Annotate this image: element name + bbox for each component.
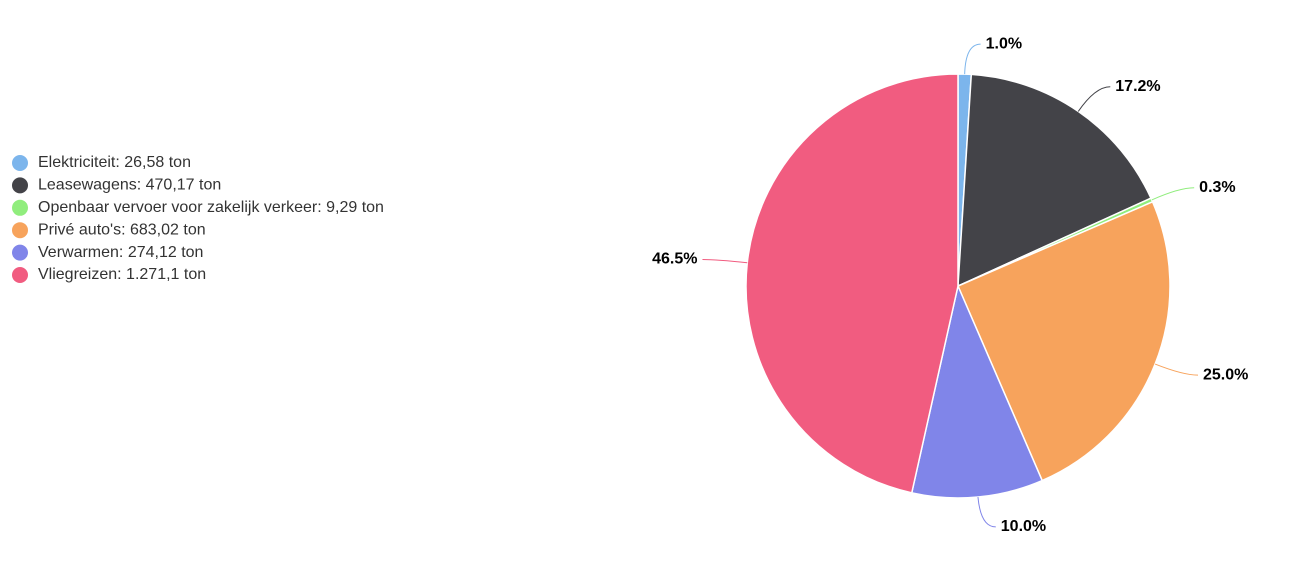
legend-marker xyxy=(12,155,28,171)
data-label: 10.0% xyxy=(1001,518,1046,535)
pie-slice xyxy=(957,73,1152,288)
connector xyxy=(1154,363,1199,376)
legend-label: Verwarmen: 274,12 ton xyxy=(38,244,203,261)
pie-slice xyxy=(745,73,959,494)
legend-marker xyxy=(12,244,28,261)
data-label: 0.3% xyxy=(1199,179,1235,196)
legend-marker xyxy=(12,177,28,194)
data-label: 46.5% xyxy=(652,251,697,268)
connector xyxy=(977,497,996,528)
pie-slice xyxy=(957,200,1171,482)
data-label: 1.0% xyxy=(986,35,1022,52)
data-label: 25.0% xyxy=(1203,366,1248,383)
legend-label: Privé auto's: 683,02 ton xyxy=(38,221,206,238)
connector xyxy=(1151,187,1195,201)
legend-label: Elektriciteit: 26,58 ton xyxy=(38,154,191,171)
connector xyxy=(1077,86,1111,112)
data-label: 17.2% xyxy=(1115,78,1160,95)
connector xyxy=(702,258,748,264)
legend-marker xyxy=(12,199,28,216)
legend-marker xyxy=(12,222,28,239)
legend-label: Openbaar vervoer voor zakelijk verkeer: … xyxy=(38,199,384,216)
pie-slice xyxy=(910,283,1044,499)
connector xyxy=(964,43,981,75)
legend-label: Vliegreizen: 1.271,1 ton xyxy=(38,266,206,283)
legend-marker xyxy=(12,267,28,283)
legend-label: Leasewagens: 470,17 ton xyxy=(38,177,221,194)
